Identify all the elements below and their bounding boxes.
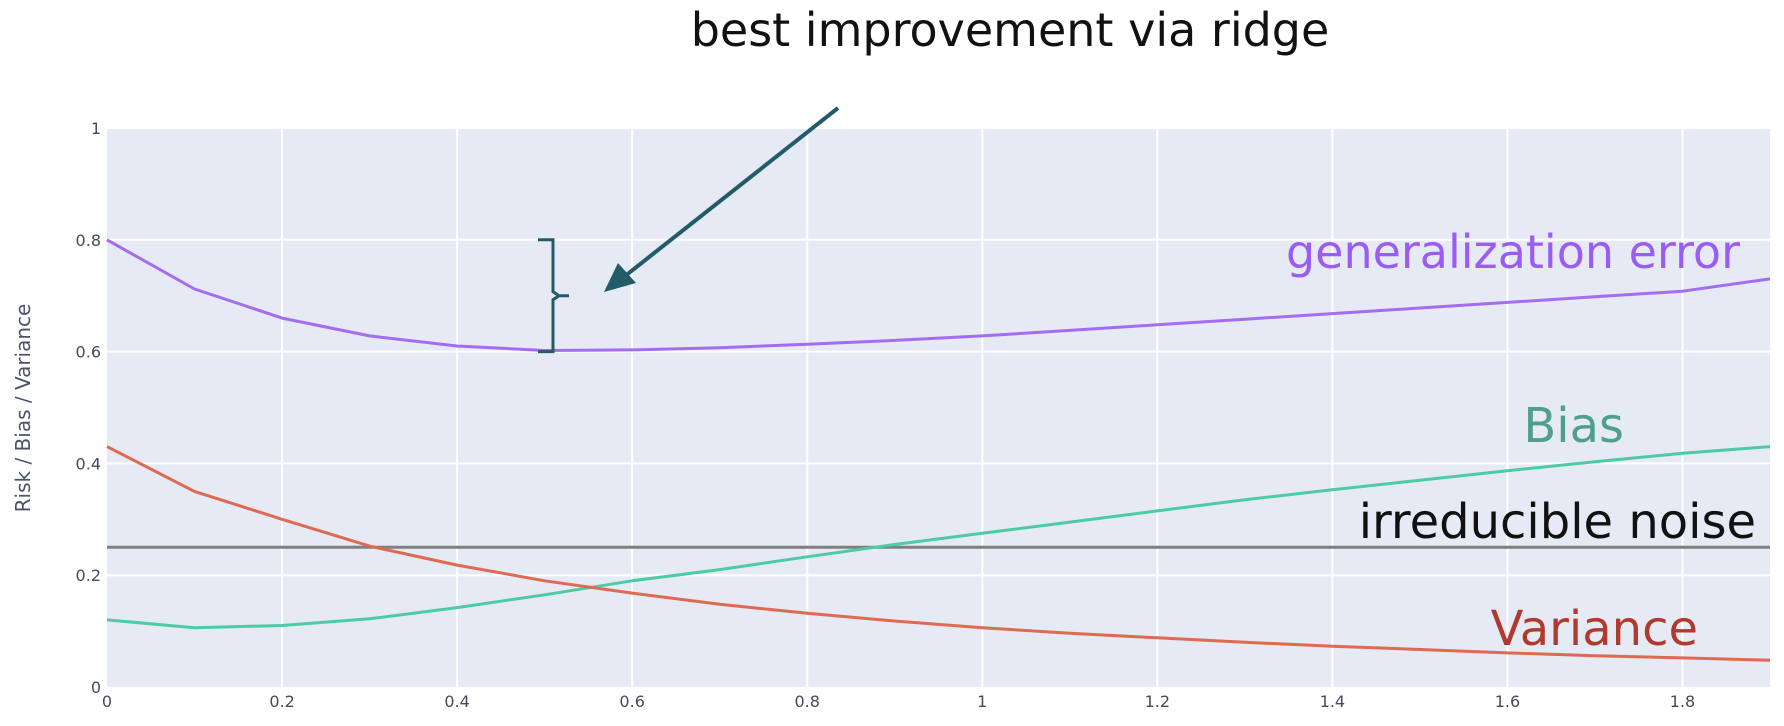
grid xyxy=(107,127,1770,687)
tick-labels: 0 0.2 0.4 0.6 0.8 1 1.2 1.4 1.6 1.8 0 0.2 0.4 0.6 0.8 1 xyxy=(76,119,1696,711)
x-tick-label: 0 xyxy=(102,692,112,711)
series-label-irreducible-noise: irreducible noise xyxy=(1359,494,1756,550)
x-tick-label: 1.4 xyxy=(1320,692,1345,711)
annotation-arrow xyxy=(618,106,840,282)
y-tick-label: 0.6 xyxy=(76,343,101,362)
y-axis-label: Risk / Bias / Variance xyxy=(11,304,35,513)
x-tick-label: 1.8 xyxy=(1670,692,1695,711)
chart-title: best improvement via ridge xyxy=(691,3,1330,57)
x-tick-label: 0.2 xyxy=(269,692,294,711)
y-tick-label: 1 xyxy=(91,119,101,138)
y-tick-label: 0.4 xyxy=(76,454,101,473)
x-tick-label: 1.2 xyxy=(1145,692,1170,711)
x-tick-label: 0.6 xyxy=(619,692,644,711)
series-lines xyxy=(106,238,1771,662)
x-tick-label: 1 xyxy=(977,692,987,711)
x-tick-label: 0.8 xyxy=(794,692,819,711)
annotation-arrowhead xyxy=(604,263,636,292)
series-label-generalization-error: generalization error xyxy=(1286,225,1740,279)
plot-background xyxy=(107,128,1770,687)
series-line-variance xyxy=(106,445,1771,662)
x-tick-label: 0.4 xyxy=(444,692,469,711)
series-label-bias: Bias xyxy=(1523,398,1624,454)
x-tick-label: 1.6 xyxy=(1495,692,1520,711)
series-line-bias xyxy=(106,445,1771,630)
series-line-generalization-error xyxy=(106,238,1771,352)
series-labels: generalization error Bias Variance irreduci… xyxy=(1286,225,1756,657)
curly-bracket xyxy=(538,238,569,354)
series-label-variance: Variance xyxy=(1491,601,1698,657)
y-tick-label: 0.8 xyxy=(76,231,101,250)
y-tick-label: 0 xyxy=(91,678,101,697)
y-tick-label: 0.2 xyxy=(76,566,101,585)
annotation xyxy=(538,106,840,354)
